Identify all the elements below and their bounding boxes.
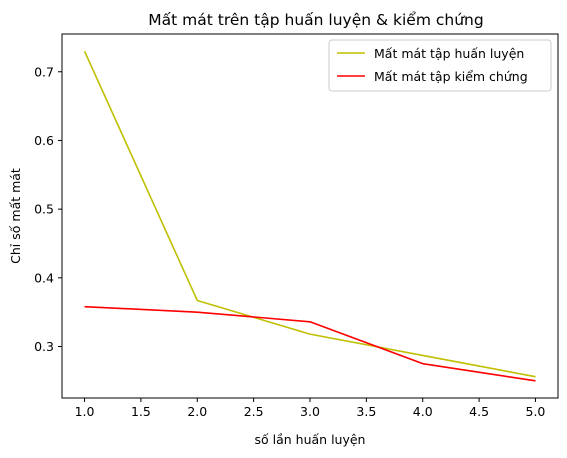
y-tick-label: 0.4 <box>34 270 54 285</box>
series-lines <box>83 50 536 382</box>
x-tick-label: 1.5 <box>131 404 151 419</box>
legend-box <box>328 39 552 92</box>
legend-label-train: Mất mát tập huấn luyện <box>374 46 524 61</box>
x-tick-label: 2.5 <box>244 404 264 419</box>
x-tick-label: 1.0 <box>75 404 95 419</box>
y-tick-label: 0.5 <box>34 202 54 217</box>
series-line-train <box>83 50 536 378</box>
x-tick-label: 4.0 <box>413 404 433 419</box>
x-axis-label: số lần huấn luyện <box>255 432 366 447</box>
chart-title: Mất mát trên tập huấn luyện & kiểm chứng <box>148 11 483 29</box>
x-tick-label: 5.0 <box>526 404 546 419</box>
x-axis-ticks: 1.0 1.5 2.0 2.5 3.0 3.5 4.0 4.5 5.0 <box>75 398 546 419</box>
x-tick-label: 3.5 <box>356 404 376 419</box>
x-tick-label: 2.0 <box>187 404 207 419</box>
series-line-validation <box>84 305 536 382</box>
legend-label-validation: Mất mát tập kiểm chứng <box>374 69 528 84</box>
legend: Mất mát tập huấn luyện Mất mát tập kiểm … <box>328 39 552 92</box>
y-tick-label: 0.3 <box>34 339 54 354</box>
x-tick-label: 4.5 <box>469 404 489 419</box>
y-tick-label: 0.6 <box>34 133 54 148</box>
y-axis-ticks: 0.3 0.4 0.5 0.6 0.7 <box>34 64 62 354</box>
y-axis-label: Chỉ số mất mát <box>8 168 23 264</box>
x-tick-label: 3.0 <box>300 404 320 419</box>
y-tick-label: 0.7 <box>34 64 54 79</box>
